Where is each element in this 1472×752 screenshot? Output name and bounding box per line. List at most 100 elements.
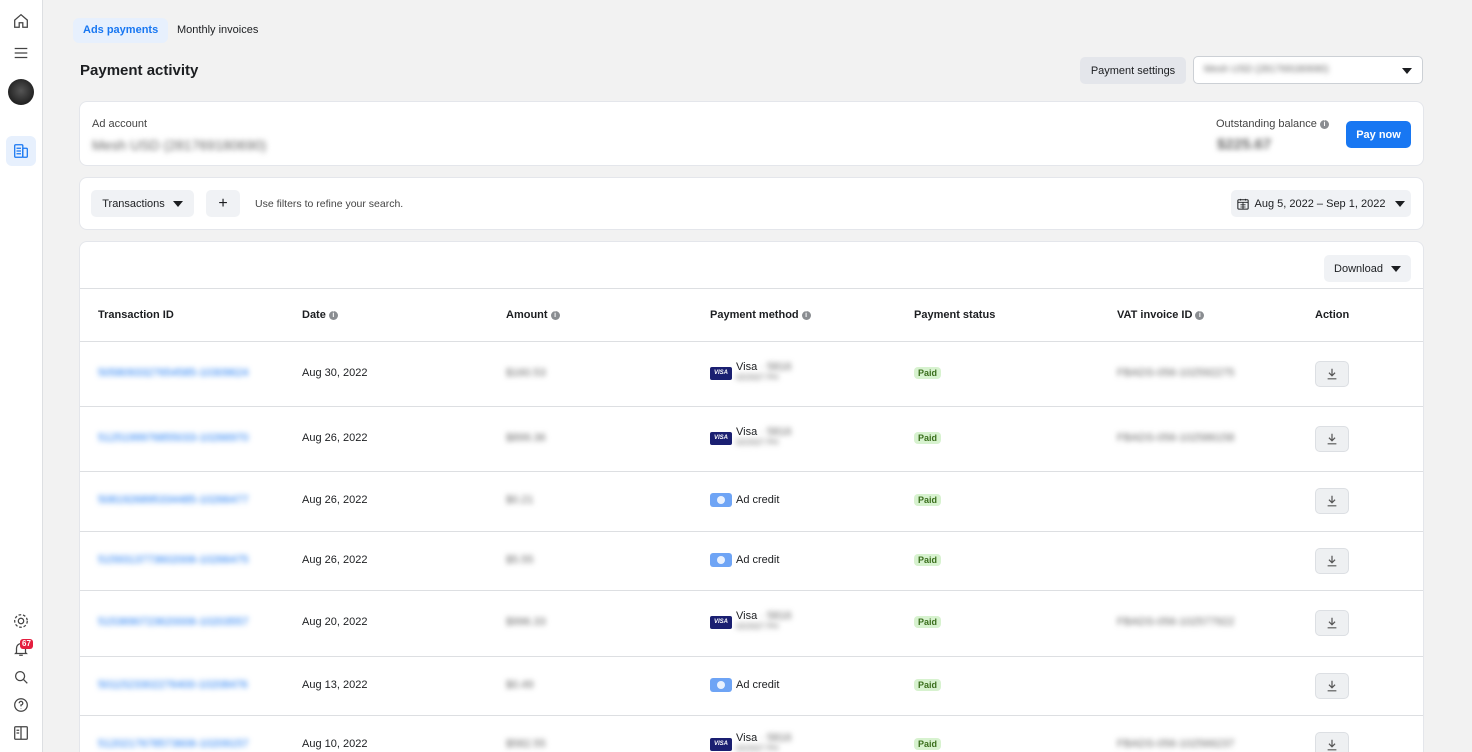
card-number: · 5816 — [760, 360, 792, 373]
filter-card — [79, 177, 1424, 230]
transactions-filter-button[interactable]: Transactions — [91, 190, 194, 217]
vat-invoice-id-cell: FBADS-056-102586158 — [1117, 431, 1235, 444]
filter-hint: Use filters to refine your search. — [255, 198, 404, 210]
outstanding-balance-label: Outstanding balance i — [1216, 118, 1329, 130]
payment-status-cell: Paid — [914, 678, 942, 691]
transaction-id-link[interactable]: 5159313773602006-10266475 — [98, 553, 249, 566]
date-range-picker[interactable]: Aug 5, 2022 – Sep 1, 2022 — [1231, 190, 1411, 217]
header-amount[interactable]: Amount i — [506, 309, 560, 321]
home-icon[interactable] — [8, 8, 34, 34]
payment-method-cell: Ad credit — [710, 677, 779, 692]
transaction-id-link[interactable]: 5011523302276400-10208476 — [98, 678, 248, 691]
download-row-button[interactable] — [1315, 360, 1349, 387]
date-range-value: Aug 5, 2022 – Sep 1, 2022 — [1254, 197, 1386, 210]
table-row — [80, 406, 1423, 471]
visa-card-icon: VISA — [710, 366, 732, 380]
chevron-down-icon — [1402, 68, 1412, 74]
download-row-button[interactable] — [1315, 425, 1349, 452]
vat-invoice-id-cell: FBADS-056-102566237 — [1117, 738, 1235, 750]
tab-ads-payments[interactable]: Ads payments — [73, 18, 169, 43]
payment-method-name: Visa — [736, 610, 758, 622]
amount-cell: $899.36 — [506, 431, 546, 444]
info-icon[interactable]: i — [1319, 119, 1329, 129]
table-row — [80, 656, 1423, 715]
info-icon[interactable]: i — [328, 310, 338, 320]
status-badge: Paid — [914, 494, 942, 506]
help-icon[interactable] — [8, 692, 34, 718]
table-row — [80, 341, 1423, 406]
table-row — [80, 715, 1423, 752]
header-date-label: Date — [302, 309, 326, 321]
download-icon — [1327, 680, 1337, 691]
transaction-id-link[interactable]: 5153690723620006-10203557 — [98, 616, 249, 628]
amount-cell: $0.49 — [506, 678, 534, 691]
header-payment-method[interactable]: Payment method i — [710, 309, 811, 321]
payment-method-cell: Ad credit — [710, 552, 779, 567]
header-transaction-id[interactable]: Transaction ID — [98, 309, 174, 321]
payment-method-text: Visa · 5816 02/2027 PH — [736, 610, 791, 631]
transaction-id-link[interactable]: 5120217678573606-10209157 — [98, 738, 249, 750]
transactions-filter-label: Transactions — [102, 197, 165, 210]
info-icon[interactable]: i — [550, 310, 560, 320]
payment-method-name: Ad credit — [736, 494, 780, 506]
ad-credit-icon — [710, 677, 732, 692]
download-icon — [1327, 555, 1337, 566]
download-row-button[interactable] — [1315, 547, 1349, 574]
table-header-divider — [80, 288, 1423, 289]
tab-monthly-invoices[interactable]: Monthly invoices — [177, 24, 259, 36]
payment-status-cell: Paid — [914, 616, 942, 628]
info-icon[interactable]: i — [1195, 310, 1205, 320]
status-badge: Paid — [914, 553, 942, 566]
visa-card-icon: VISA — [710, 738, 732, 751]
date-cell: Aug 26, 2022 — [302, 553, 368, 566]
search-icon[interactable] — [8, 664, 34, 690]
download-icon — [1327, 617, 1337, 629]
date-cell: Aug 26, 2022 — [302, 431, 368, 444]
billing-icon[interactable] — [6, 136, 36, 166]
add-filter-button[interactable]: + — [206, 190, 240, 217]
account-select[interactable]: Mesh USD (281769180690) — [1193, 56, 1423, 84]
status-badge: Paid — [914, 616, 942, 628]
download-row-button[interactable] — [1315, 610, 1349, 636]
download-row-button[interactable] — [1315, 732, 1349, 752]
amount-cell: $160.53 — [506, 366, 546, 379]
left-rail: 67 — [0, 0, 43, 752]
menu-icon[interactable] — [8, 40, 34, 66]
amount-cell: $0.21 — [506, 494, 534, 506]
ad-account-value: Mesh USD (281769180690) — [92, 137, 267, 153]
transactions-table — [79, 241, 1424, 752]
ad-credit-icon — [710, 552, 732, 567]
status-badge: Paid — [914, 738, 942, 750]
payment-method-text: Visa · 5816 02/2027 PH — [736, 361, 791, 382]
settings-icon[interactable] — [8, 608, 34, 634]
table-row — [80, 531, 1423, 590]
payment-method-name: Visa — [736, 425, 758, 438]
payment-method-text: Ad credit — [736, 554, 779, 566]
ad-account-label: Ad account — [92, 118, 148, 130]
table-row — [80, 471, 1423, 531]
download-row-button[interactable] — [1315, 672, 1349, 699]
payment-method-name: Visa — [736, 360, 758, 373]
transaction-id-link[interactable]: 5125199976855033-10266970 — [98, 431, 249, 444]
payment-method-cell: Ad credit — [710, 493, 779, 507]
header-payment-status[interactable]: Payment status — [914, 309, 996, 321]
payment-status-cell: Paid — [914, 738, 942, 750]
panel-icon[interactable] — [8, 720, 34, 746]
pay-now-button[interactable]: Pay now — [1346, 121, 1411, 148]
payment-settings-button[interactable]: Payment settings — [1080, 57, 1186, 84]
header-vat-invoice-id-label: VAT invoice ID — [1117, 309, 1193, 321]
header-vat-invoice-id[interactable]: VAT invoice ID i — [1117, 309, 1205, 321]
date-cell: Aug 10, 2022 — [302, 738, 368, 750]
chevron-down-icon — [172, 200, 183, 207]
payment-method-cell: VISA Visa · 5816 02/2027 PH — [710, 610, 791, 631]
transaction-id-link[interactable]: 5081926895334485-10266477 — [98, 494, 249, 506]
avatar[interactable] — [8, 79, 34, 105]
transaction-id-link[interactable]: 5058093327654585-10309624 — [98, 366, 249, 379]
card-number: · 5816 — [760, 610, 792, 622]
info-icon[interactable]: i — [801, 310, 811, 320]
outstanding-balance-value: $225.67 — [1217, 136, 1272, 153]
header-date[interactable]: Date i — [302, 309, 338, 321]
download-icon — [1327, 495, 1337, 507]
download-button[interactable]: Download — [1324, 255, 1411, 282]
download-row-button[interactable] — [1315, 488, 1349, 514]
